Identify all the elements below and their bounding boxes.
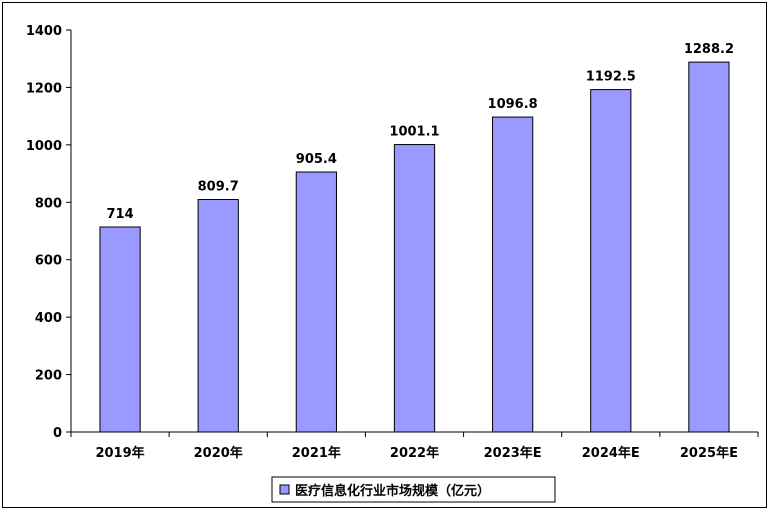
x-tick-label: 2025年E bbox=[680, 445, 738, 461]
bar bbox=[197, 199, 239, 433]
x-axis: 2019年 2020年 2021年 2022年 2023年E 2024年E 2025年E bbox=[70, 431, 759, 461]
legend-label: 医疗信息化行业市场规模（亿元） bbox=[295, 483, 490, 499]
bar bbox=[295, 171, 337, 433]
x-tick-label: 2021年 bbox=[292, 445, 341, 461]
data-labels: 714 809.7 905.4 1001.1 1096.8 1192.5 1288.2 bbox=[107, 42, 735, 222]
y-tick-label: 800 bbox=[35, 196, 62, 211]
data-label: 1096.8 bbox=[488, 97, 538, 112]
y-tick-label: 1400 bbox=[26, 24, 62, 39]
x-tick-label: 2024年E bbox=[582, 445, 640, 461]
bar bbox=[393, 144, 436, 433]
bar bbox=[99, 226, 141, 433]
data-label: 809.7 bbox=[198, 180, 239, 195]
legend-box bbox=[271, 476, 556, 503]
y-tick-label: 1200 bbox=[26, 81, 62, 96]
chart-frame: 0 200 400 600 800 1000 1200 1400 2019年 2020年 2021… bbox=[2, 2, 767, 508]
legend: 医疗信息化行业市场规模（亿元） bbox=[271, 476, 556, 503]
x-tick-label: 2023年E bbox=[484, 445, 542, 461]
legend-swatch bbox=[279, 484, 290, 495]
y-tick-label: 200 bbox=[35, 369, 62, 384]
y-tick-label: 400 bbox=[35, 311, 62, 326]
bars bbox=[99, 61, 730, 433]
data-label: 1001.1 bbox=[389, 125, 439, 140]
data-label: 905.4 bbox=[296, 152, 337, 167]
data-label: 714 bbox=[107, 207, 134, 222]
x-tick-label: 2020年 bbox=[194, 445, 243, 461]
bar bbox=[688, 61, 730, 433]
y-tick-label: 600 bbox=[35, 254, 62, 269]
bar-chart: 0 200 400 600 800 1000 1200 1400 2019年 2020年 2021… bbox=[26, 24, 759, 503]
data-label: 1288.2 bbox=[684, 42, 734, 57]
y-axis: 0 200 400 600 800 1000 1200 1400 bbox=[26, 24, 72, 441]
x-tick-label: 2022年 bbox=[390, 445, 439, 461]
y-tick-label: 0 bbox=[53, 426, 62, 441]
bar bbox=[492, 116, 534, 433]
bar bbox=[590, 89, 632, 433]
data-label: 1192.5 bbox=[586, 70, 636, 85]
y-tick-label: 1000 bbox=[26, 139, 62, 154]
x-tick-label: 2019年 bbox=[95, 445, 144, 461]
